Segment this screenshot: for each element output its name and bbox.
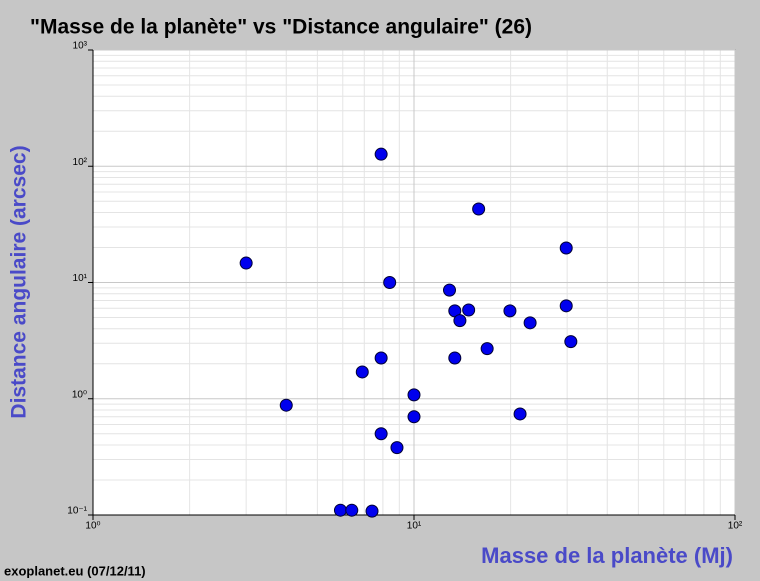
y-axis-label: Distance angulaire (arcsec): [8, 145, 31, 418]
y-tick-label: 10¹: [73, 273, 88, 284]
point: [503, 304, 517, 318]
point: [472, 202, 486, 216]
point: [480, 342, 494, 356]
x-axis-label: Masse de la planète (Mj): [481, 543, 733, 568]
point: [559, 241, 573, 255]
y-tick-label: 10⁻¹: [67, 506, 87, 517]
point: [279, 398, 293, 412]
point: [448, 351, 462, 365]
point: [442, 283, 456, 297]
point: [559, 299, 573, 313]
point: [365, 504, 379, 518]
point: [374, 351, 388, 365]
point: [239, 256, 253, 270]
grid: [92, 49, 736, 516]
point: [462, 303, 476, 317]
point: [407, 410, 421, 424]
point: [374, 427, 388, 441]
point: [333, 503, 347, 517]
point: [345, 503, 359, 517]
x-tick-label: 10⁰: [85, 521, 100, 532]
point: [453, 314, 467, 328]
chart-title: "Masse de la planète" vs "Distance angul…: [30, 16, 532, 39]
point: [355, 365, 369, 379]
point: [374, 147, 388, 161]
point: [407, 388, 421, 402]
x-tick-label: 10¹: [407, 521, 422, 532]
point: [390, 441, 404, 455]
x-tick-label: 10²: [728, 521, 743, 532]
point: [383, 276, 397, 289]
point: [523, 316, 537, 330]
y-tick-label: 10³: [73, 41, 88, 52]
y-tick-label: 10²: [73, 157, 88, 168]
point: [513, 407, 527, 421]
point: [564, 335, 578, 349]
footer: exoplanet.eu (07/12/11): [4, 563, 146, 578]
y-tick-label: 10⁰: [72, 389, 87, 400]
